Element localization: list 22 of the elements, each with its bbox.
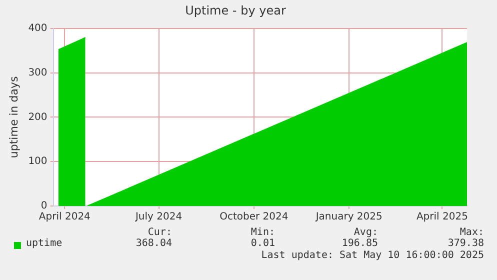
text: Max: — [460, 227, 484, 238]
x-tick-label: April 2024 — [38, 212, 90, 223]
y-tick-label: 200 — [28, 112, 48, 123]
x-tick-label: January 2025 — [314, 212, 382, 223]
legend-label: uptime — [26, 238, 62, 249]
text: Min: — [250, 227, 275, 238]
chart-title: Uptime - by year — [185, 3, 286, 18]
x-tick-label: April 2025 — [416, 212, 468, 223]
text: 379.38 — [448, 238, 484, 249]
x-tick-label: October 2024 — [220, 212, 288, 223]
text: Last update: Sat May 10 16:00:00 2025 — [261, 250, 484, 261]
y-tick-label: 100 — [28, 156, 48, 168]
y-axis-title: uptime in days — [7, 76, 20, 158]
x-tick-label: July 2024 — [134, 212, 182, 223]
y-tick-label: 300 — [28, 67, 48, 78]
y-tick-label: 400 — [28, 22, 48, 34]
y-tick-label: 0 — [40, 200, 48, 212]
text: Avg: — [354, 227, 378, 238]
text: Cur: — [148, 227, 172, 238]
text: 0.01 — [250, 238, 275, 249]
text: 368.04 — [136, 238, 172, 249]
text: 196.85 — [342, 238, 378, 249]
